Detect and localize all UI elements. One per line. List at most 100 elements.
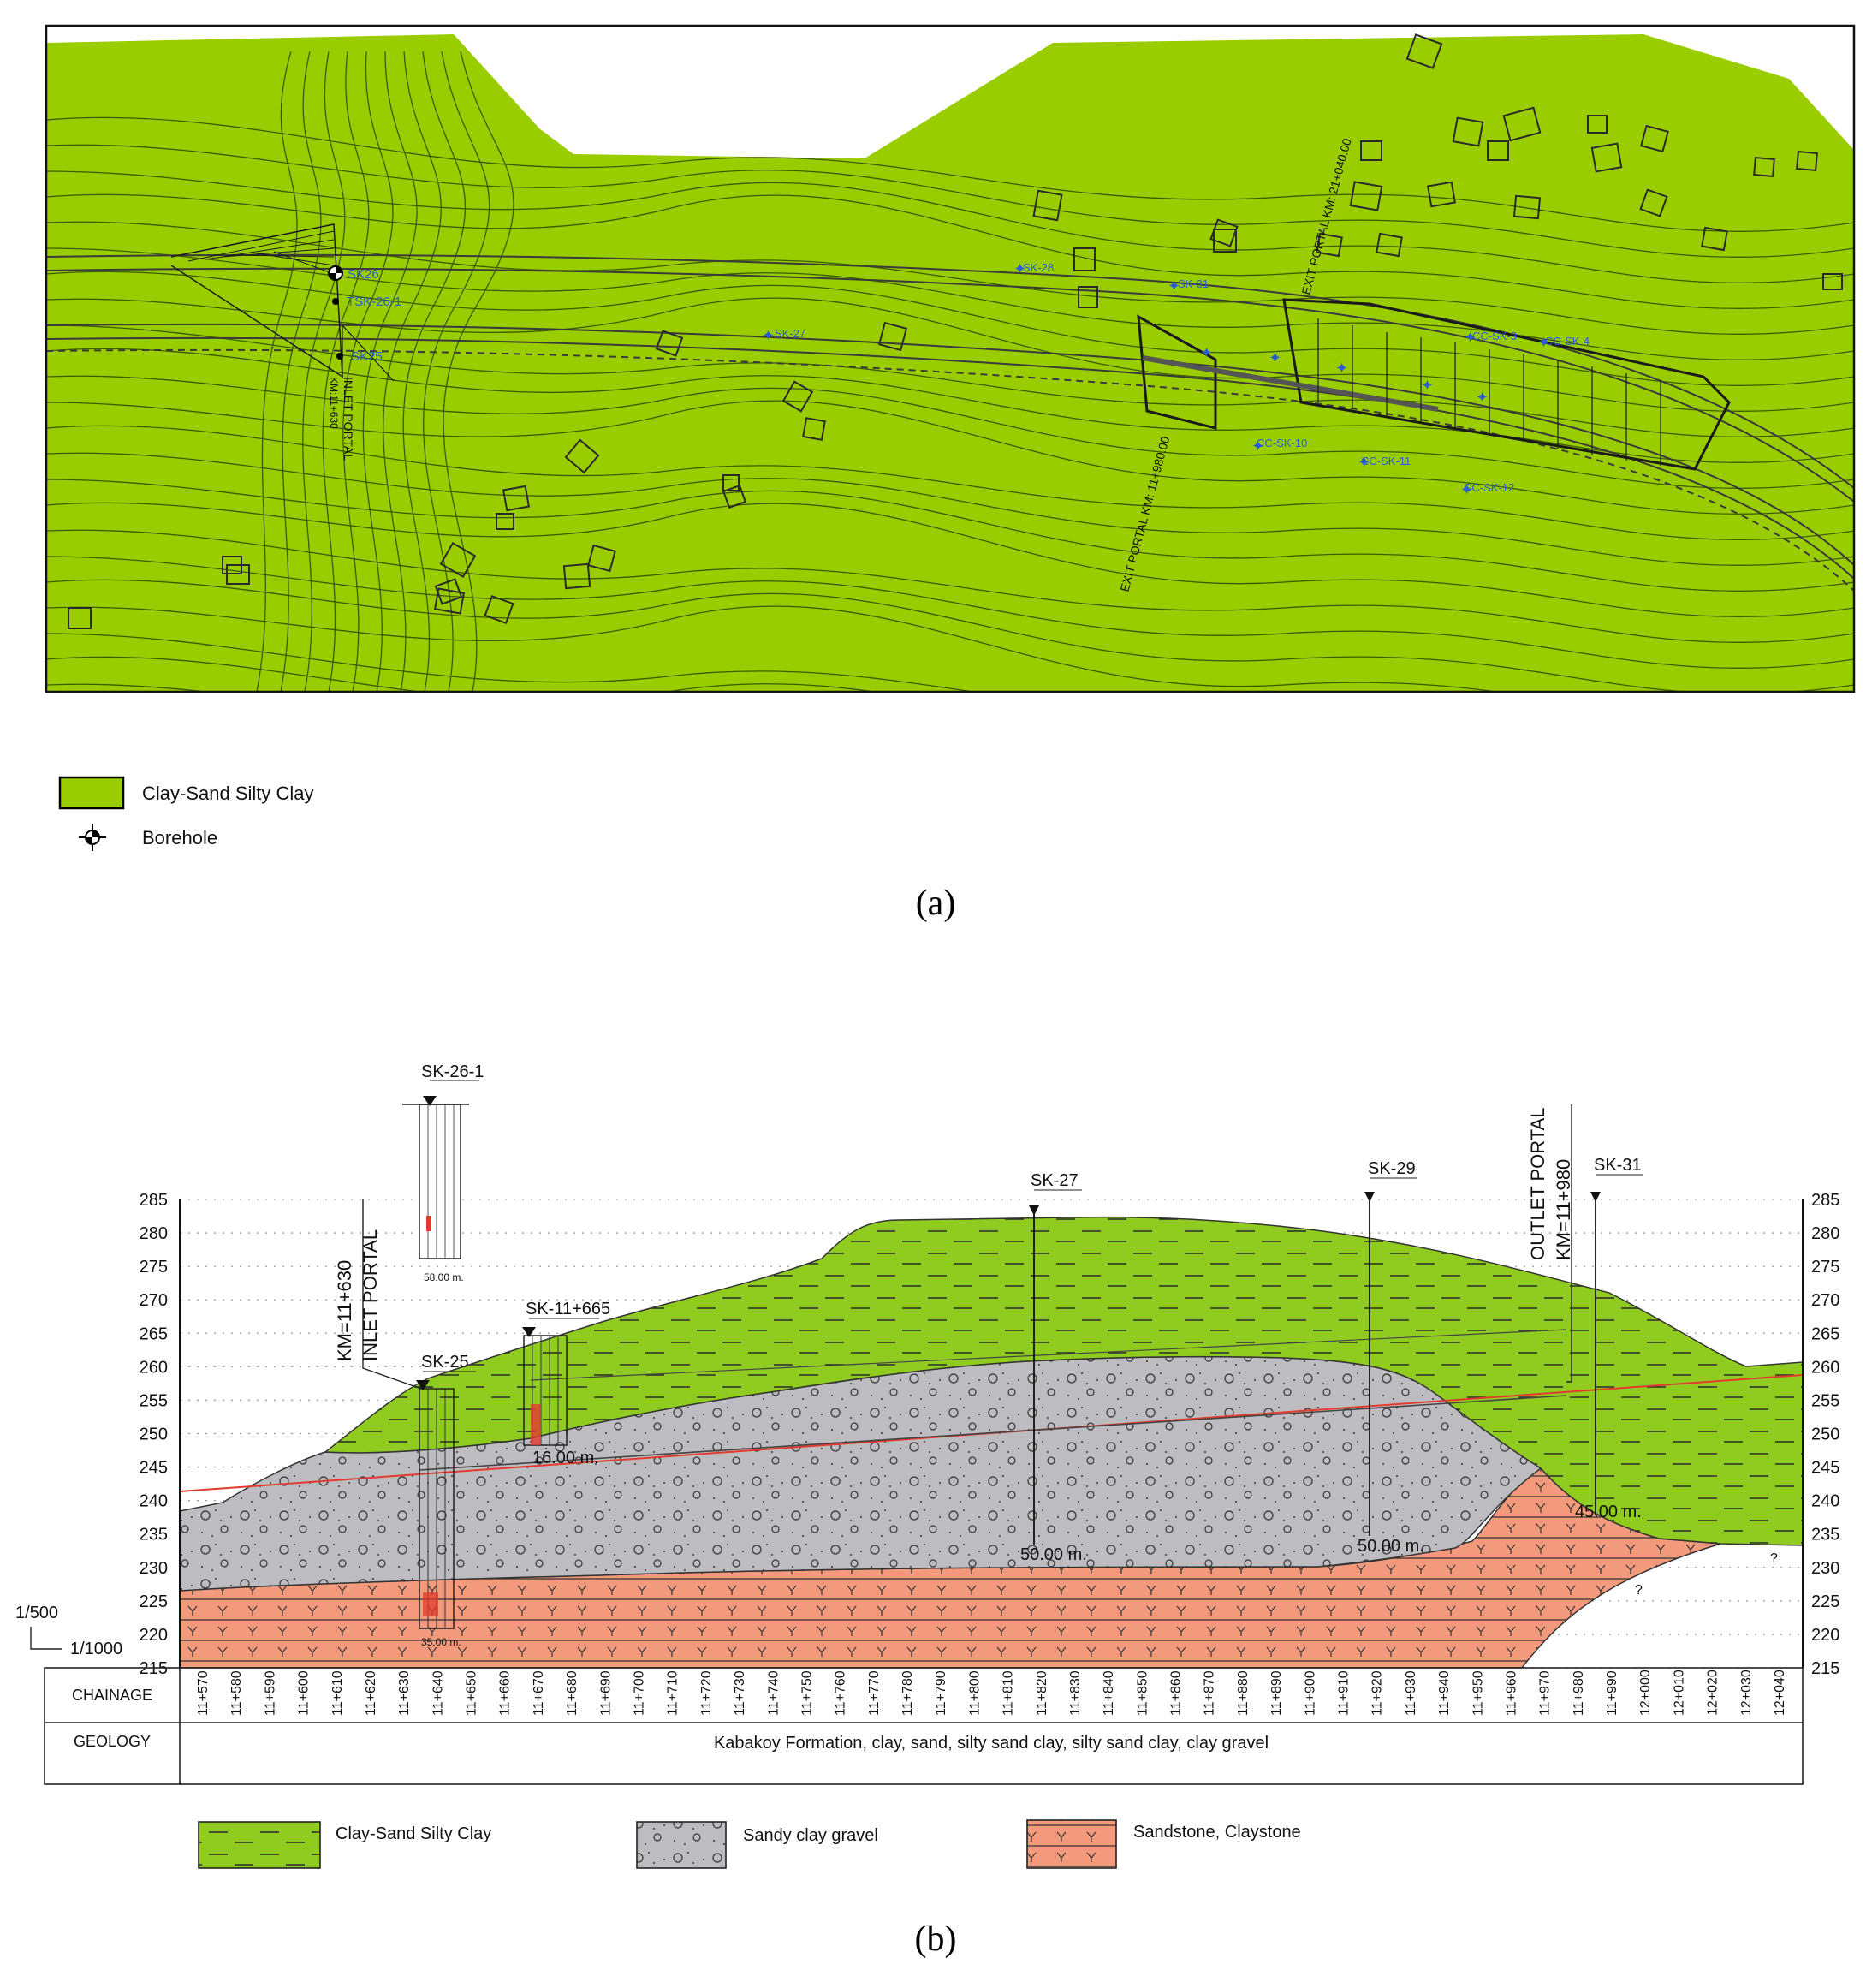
building (1640, 124, 1669, 153)
elevation-label-left: 260 (140, 1358, 168, 1377)
contour (46, 193, 1854, 310)
chainage-label: 11+940 (1437, 1670, 1452, 1716)
legend-label-borehole: Borehole (142, 827, 217, 848)
building (439, 542, 477, 578)
svg-text:✦: ✦ (1251, 437, 1264, 455)
outlet-portal-km-label: KM=11+980 (1553, 1159, 1574, 1260)
elevation-label-left: 275 (140, 1258, 168, 1277)
building (434, 578, 463, 605)
chainage-label: 11+770 (867, 1670, 882, 1716)
chainage-label: 11+880 (1236, 1670, 1251, 1716)
building (1405, 33, 1443, 69)
chainage-label: 11+920 (1370, 1670, 1385, 1716)
map-frame (45, 24, 1856, 693)
chainage-label: 11+730 (733, 1670, 747, 1716)
contour (302, 51, 346, 692)
elevation-label-right: 255 (1811, 1391, 1839, 1410)
elevation-label-left: 215 (140, 1659, 168, 1678)
chainage-label: 12+020 (1706, 1670, 1720, 1716)
chainage-values: 11+570 11+580 11+590 11+600 11+610 11+620 11+6… (196, 1670, 1787, 1716)
borehole-sk29-depth: 50.00 m. (1358, 1537, 1424, 1556)
contour (46, 348, 1854, 464)
borehole-sk27-label: SK-27 (1031, 1171, 1079, 1190)
legend-swatch-gravel (636, 1821, 727, 1869)
tunnel-upper-line (530, 1329, 1567, 1381)
contour (46, 324, 1854, 438)
contour (46, 556, 1854, 670)
borehole-label-ccsk10: CC-SK-10 (1257, 437, 1307, 449)
scale-horizontal: 1/500 (15, 1604, 58, 1622)
legend-label-clay: Clay-Sand Silty Clay (142, 783, 314, 804)
contour (383, 51, 442, 692)
building (1590, 142, 1623, 173)
borehole-sk26: SK-26-1 58.00 m. (402, 1062, 484, 1283)
elevation-label-left: 230 (140, 1559, 168, 1578)
elevation-label-right: 270 (1811, 1291, 1839, 1310)
chainage-label: 11+760 (834, 1670, 848, 1716)
chainage-label: 11+600 (297, 1670, 312, 1716)
borehole-icon (79, 824, 106, 851)
building (562, 562, 591, 590)
building (587, 544, 616, 573)
borehole-sk26-depth: 58.00 m. (424, 1271, 464, 1283)
left-elevation-labels: 285 280 275 270 265 260 255 250 245 240 235 230 225 2… (140, 1191, 168, 1678)
contour (46, 605, 1501, 692)
legend-swatch-sandstone (1026, 1819, 1117, 1869)
chainage-label: 11+950 (1471, 1670, 1485, 1716)
unknown-mark-1: ? (1770, 1551, 1778, 1566)
building (226, 564, 250, 585)
inlet-portal-km: KM:11+630 (328, 377, 340, 429)
chainage-label: 11+620 (364, 1670, 378, 1716)
building (1796, 150, 1818, 172)
building (1587, 115, 1608, 134)
contour (46, 221, 1854, 336)
contour (443, 51, 514, 692)
chainage-label: 11+710 (666, 1670, 680, 1716)
inlet-portal-label: INLET PORTAL (342, 377, 355, 461)
building (68, 607, 92, 629)
building (1452, 116, 1484, 147)
panel-a-map: SK26 TSK-26-1 SK25 SK-28 SK-27 SK-31 CC-… (45, 24, 1856, 923)
elevation-label-right: 285 (1811, 1191, 1839, 1210)
legend-label-gravel: Sandy clay gravel (743, 1826, 878, 1845)
tunnel-invert-line (419, 1395, 1567, 1471)
building (1822, 273, 1843, 290)
borehole-sk29-label: SK-29 (1368, 1159, 1416, 1178)
chainage-label: 11+690 (598, 1670, 613, 1716)
contour (46, 271, 1854, 387)
svg-text:✦: ✦ (1358, 454, 1370, 471)
building (802, 417, 826, 441)
chainage-label: 12+040 (1773, 1670, 1787, 1716)
building (781, 380, 814, 413)
borehole-dot (336, 353, 343, 360)
contour-lines (46, 51, 1854, 848)
elevation-label-left: 240 (140, 1492, 168, 1511)
borehole-label-sk25: SK25 (351, 349, 383, 364)
geology-description: Kabakoy Formation, clay, sand, silty san… (714, 1734, 1269, 1753)
chainage-label: 11+650 (465, 1670, 479, 1716)
elevation-label-right: 230 (1811, 1559, 1839, 1578)
building (1078, 286, 1098, 308)
contour (46, 734, 1854, 848)
outlet-portal-marker: OUTLET PORTAL KM=11+980 (1527, 1104, 1574, 1383)
elevation-label-left: 265 (140, 1324, 168, 1343)
elevation-label-left: 280 (140, 1224, 168, 1243)
elevation-label-right: 235 (1811, 1526, 1839, 1545)
building (1487, 140, 1509, 161)
chainage-label: 11+840 (1102, 1670, 1116, 1716)
contour (46, 116, 1854, 233)
chainage-label: 11+800 (967, 1670, 982, 1716)
chainage-label: 11+720 (699, 1670, 714, 1716)
chainage-label: 11+740 (766, 1670, 781, 1716)
chainage-label: 11+780 (900, 1670, 915, 1716)
section-table (44, 1667, 1804, 1785)
chainage-label: 11+850 (1135, 1670, 1150, 1716)
svg-text:✦: ✦ (1476, 389, 1489, 406)
borehole-sk31: SK-31 45.00 m. (1575, 1156, 1643, 1521)
buildings (68, 33, 1843, 629)
building (655, 330, 684, 357)
caption-a: (a) (916, 884, 956, 923)
borehole-sk25-label: SK-25 (421, 1353, 469, 1372)
contour (46, 247, 1854, 361)
layer-clay (323, 1216, 1804, 1546)
